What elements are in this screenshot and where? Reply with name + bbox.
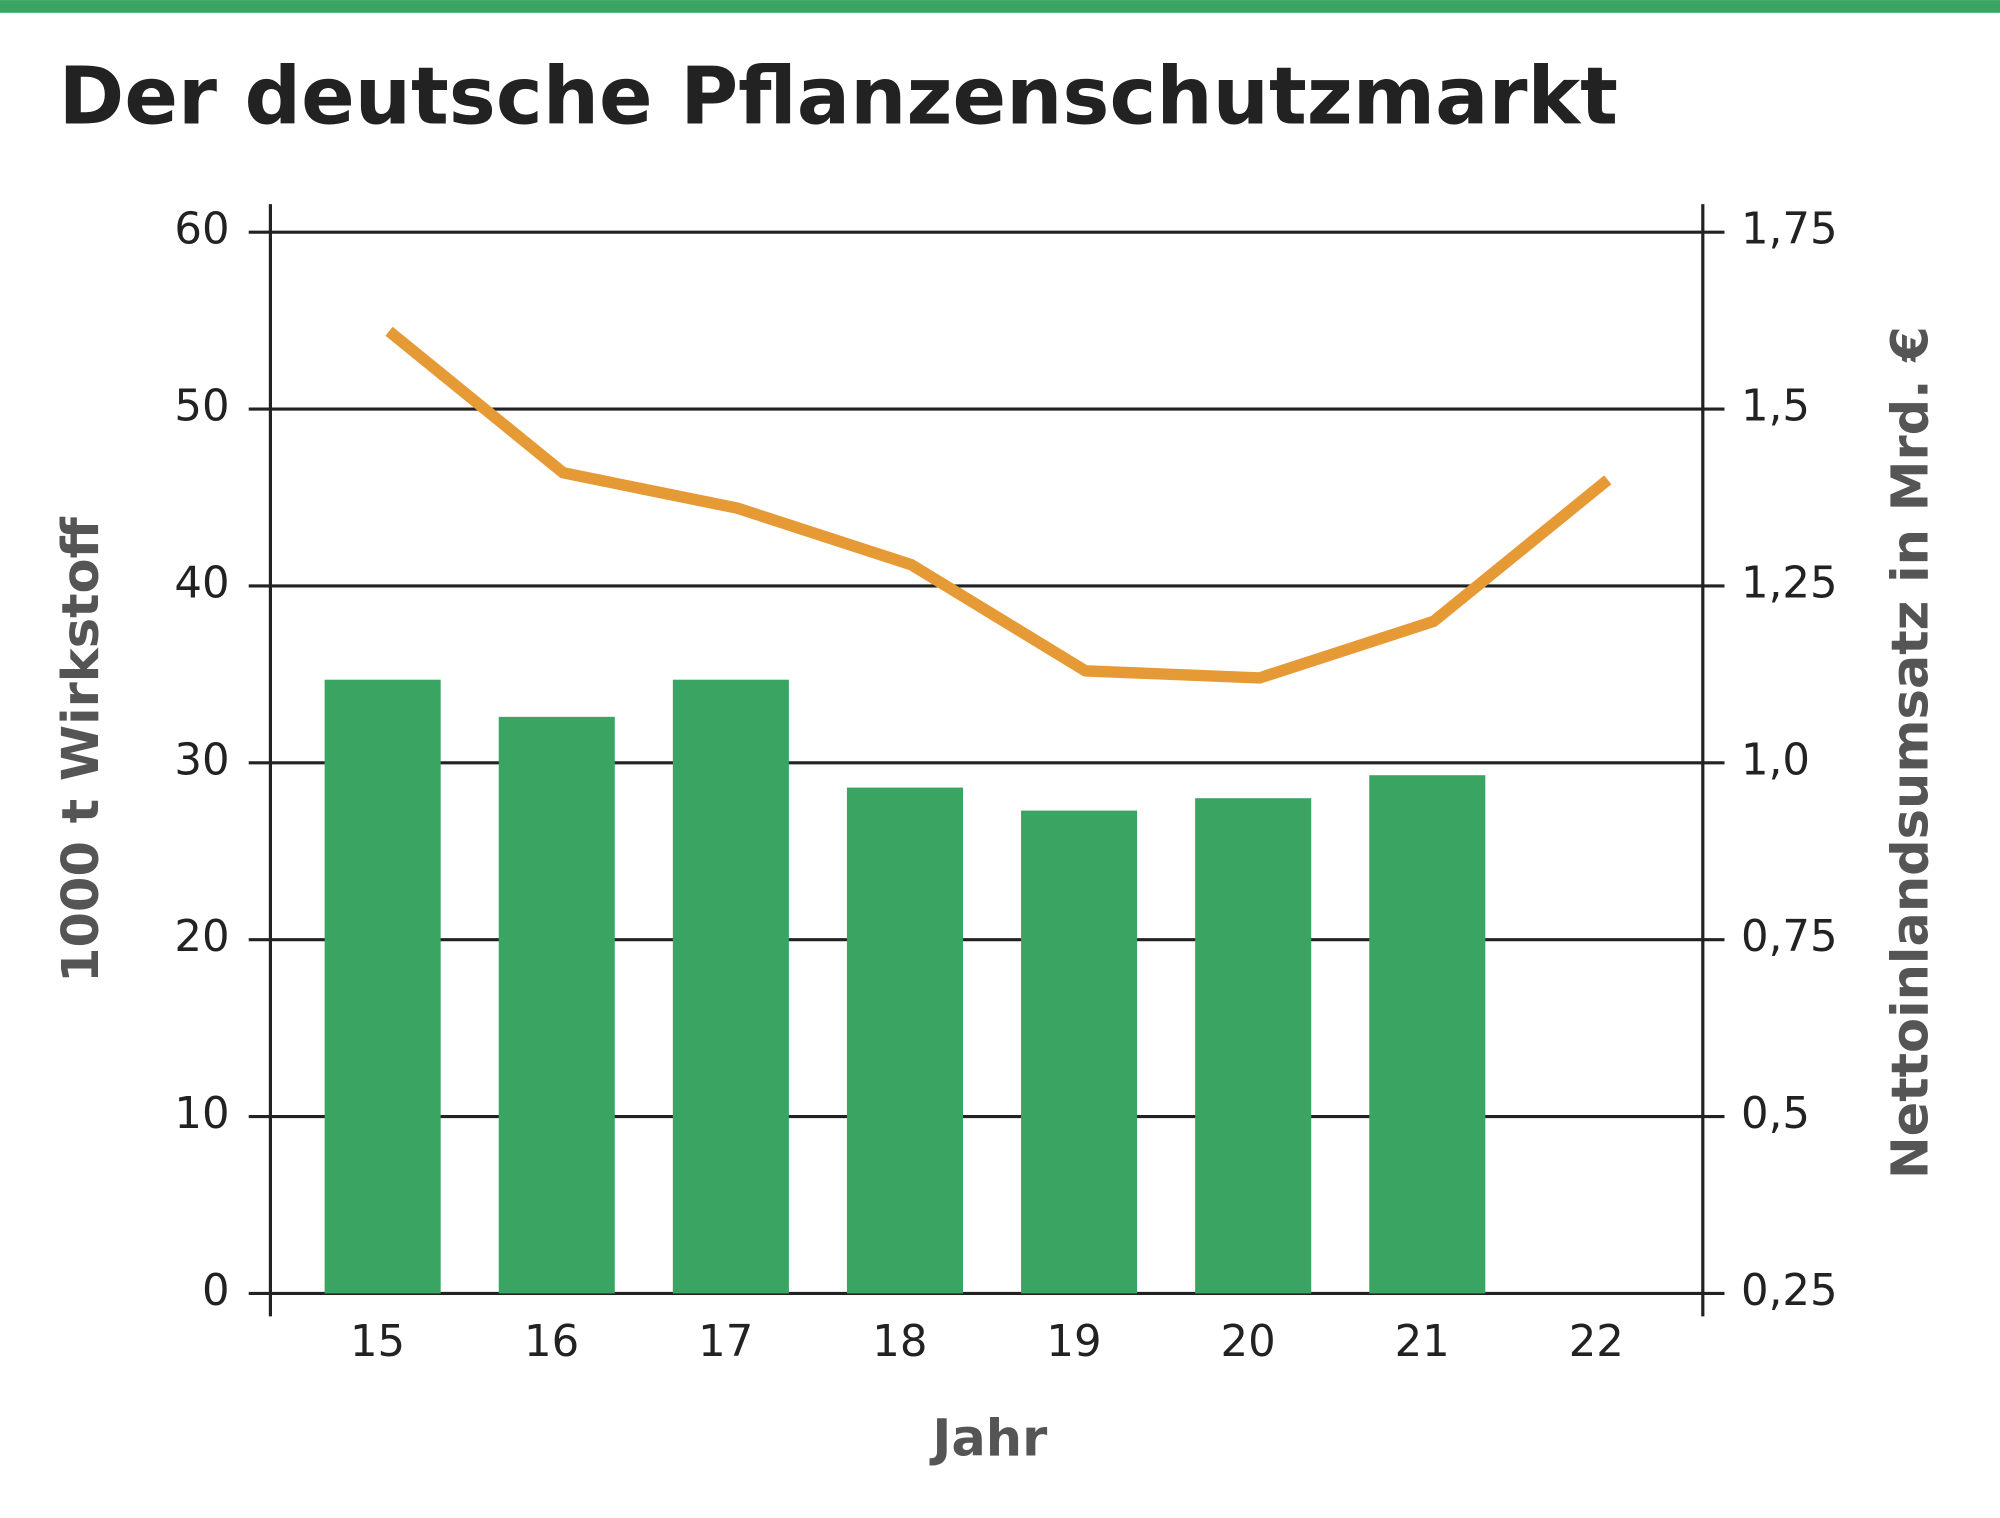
y-tick-label: 10 (174, 1089, 229, 1139)
y2-tick-label: 1,75 (1741, 205, 1838, 255)
x-tick-label: 20 (1220, 1317, 1275, 1367)
bar (672, 679, 789, 1294)
y2-tick-label: 1,25 (1741, 558, 1838, 608)
x-tick-label: 19 (1046, 1317, 1101, 1367)
y-tick-label: 60 (174, 205, 229, 255)
bar (324, 679, 441, 1294)
bar (1195, 798, 1312, 1294)
x-axis-label: Jahr (929, 1409, 1048, 1468)
x-tick-label: 21 (1395, 1317, 1450, 1367)
y2-tick-label: 0,25 (1741, 1266, 1838, 1316)
bar (498, 716, 615, 1294)
y2-tick-label: 0,5 (1741, 1089, 1810, 1139)
x-tick-label: 22 (1569, 1317, 1624, 1367)
y-tick-label: 40 (174, 558, 229, 608)
x-tick-label: 18 (872, 1317, 927, 1367)
x-tick-label: 15 (350, 1317, 405, 1367)
y-tick-label: 30 (174, 735, 229, 785)
y2-axis-label: Nettoinlandsumsatz in Mrd. € (1881, 326, 1940, 1179)
bar (846, 787, 964, 1294)
chart-title: Der deutsche Pflanzenschutzmarkt (59, 51, 1618, 143)
bar (1021, 810, 1138, 1294)
y-axis-label: 1000 t Wirkstoff (52, 516, 111, 983)
y-tick-label: 20 (174, 912, 229, 962)
bar (1369, 775, 1486, 1294)
top-stripe (0, 0, 2000, 13)
x-tick-label: 16 (524, 1317, 579, 1367)
y2-tick-label: 1,0 (1741, 735, 1810, 785)
y-tick-label: 0 (202, 1266, 230, 1316)
line (385, 326, 1612, 684)
y2-tick-label: 0,75 (1741, 912, 1838, 962)
y-tick-label: 50 (174, 382, 229, 432)
y2-tick-label: 1,5 (1741, 382, 1810, 432)
x-tick-label: 17 (698, 1317, 753, 1367)
